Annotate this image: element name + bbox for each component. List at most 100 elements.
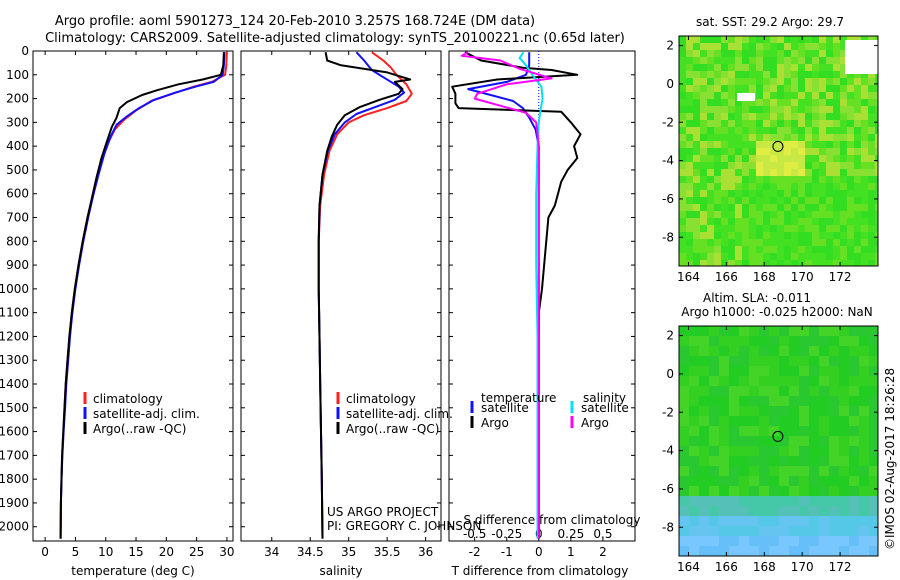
sst-map-cell bbox=[770, 162, 778, 170]
sst-map-cell bbox=[721, 260, 729, 266]
sst-map-cell bbox=[805, 141, 813, 149]
sla-map-cell bbox=[709, 366, 720, 377]
sla-map-cell bbox=[819, 436, 830, 447]
sst-map-ytick-label: -8 bbox=[662, 230, 674, 244]
sst-map-cell bbox=[826, 78, 834, 86]
sla-map-cell bbox=[809, 436, 820, 447]
sst-map-cell bbox=[847, 106, 855, 114]
sst-map-ytick-label: 0 bbox=[666, 77, 674, 91]
sst-map-cell bbox=[784, 64, 792, 72]
sst-map-cell bbox=[749, 64, 757, 72]
sla-map-cell bbox=[859, 426, 870, 437]
sst-map-cell bbox=[749, 232, 757, 240]
sla-map-cell bbox=[759, 486, 770, 497]
sst-map-cell bbox=[763, 246, 771, 254]
sst-map-cell bbox=[756, 225, 764, 233]
sst-map-cell bbox=[756, 169, 764, 177]
sla-map-cell bbox=[849, 366, 860, 377]
sst-map-cell bbox=[847, 155, 855, 163]
sst-map-cell bbox=[875, 260, 878, 266]
sla-map-cell bbox=[759, 366, 770, 377]
sst-map-cell bbox=[714, 169, 722, 177]
sst-map-cell bbox=[833, 50, 841, 58]
sst-map-cell bbox=[763, 162, 771, 170]
sla-map-cell bbox=[729, 336, 740, 347]
sst-map-cell bbox=[749, 211, 757, 219]
sla-map-cell bbox=[759, 326, 770, 337]
sla-map-cell bbox=[789, 396, 800, 407]
sst-map-cell bbox=[763, 190, 771, 198]
sla-map-cell bbox=[799, 506, 810, 517]
sst-map-cell bbox=[749, 204, 757, 212]
sst-map-cell bbox=[798, 204, 806, 212]
sla-map-cell bbox=[699, 386, 710, 397]
sst-map-cell bbox=[784, 204, 792, 212]
sla-map-xtick-label: 164 bbox=[677, 560, 700, 574]
sst-map-cell bbox=[735, 253, 743, 261]
sst-map-cell bbox=[840, 99, 848, 107]
sst-map-cell bbox=[735, 71, 743, 79]
sst-map-cell bbox=[798, 78, 806, 86]
sst-map-cell bbox=[749, 141, 757, 149]
sst-map-cell bbox=[784, 71, 792, 79]
sla-map-cell bbox=[809, 366, 820, 377]
sla-map-cell bbox=[679, 356, 690, 367]
sst-map-cell bbox=[714, 232, 722, 240]
sst-map-cell bbox=[735, 120, 743, 128]
sla-map-cell bbox=[869, 346, 878, 357]
temperature-ytick-label: 1600 bbox=[0, 425, 29, 439]
sla-map-cell bbox=[709, 476, 720, 487]
sst-map-cell bbox=[798, 155, 806, 163]
salinity-xtick-label: 36 bbox=[418, 545, 433, 559]
sla-map-cell bbox=[679, 496, 690, 507]
sla-map-cell bbox=[789, 476, 800, 487]
sst-map-cell bbox=[714, 190, 722, 198]
sst-map-cell bbox=[714, 92, 722, 100]
sst-map-cell bbox=[798, 120, 806, 128]
sla-map-cell bbox=[719, 476, 730, 487]
sla-map-cell bbox=[869, 496, 878, 507]
sst-map-cell bbox=[679, 176, 687, 184]
sst-map-cell bbox=[868, 36, 876, 44]
sst-map-cell bbox=[763, 225, 771, 233]
sla-map-cell bbox=[849, 446, 860, 457]
sst-map-cell bbox=[693, 197, 701, 205]
sst-map-cell bbox=[875, 204, 878, 212]
diff-xtick-label: 1 bbox=[567, 545, 575, 559]
sst-map-cell bbox=[742, 204, 750, 212]
sst-map-cell bbox=[868, 169, 876, 177]
sst-map-cell bbox=[707, 92, 715, 100]
sst-map-cell bbox=[749, 134, 757, 142]
sst-map-cell bbox=[707, 155, 715, 163]
sst-map-cell bbox=[784, 155, 792, 163]
sla-map-cell bbox=[789, 516, 800, 527]
sst-map-cell bbox=[735, 43, 743, 51]
sla-map-frame bbox=[678, 325, 879, 557]
sst-map-cell bbox=[679, 113, 687, 121]
sst-map-cell bbox=[847, 225, 855, 233]
sla-map-cell bbox=[699, 536, 710, 547]
sla-map-cell bbox=[789, 376, 800, 387]
sla-map-cell bbox=[699, 476, 710, 487]
sst-map-cell bbox=[735, 162, 743, 170]
sst-map-cell bbox=[777, 43, 785, 51]
sla-map-cell bbox=[789, 356, 800, 367]
sst-map-cell bbox=[833, 190, 841, 198]
sla-map-cell bbox=[729, 376, 740, 387]
sst-map-cell bbox=[700, 197, 708, 205]
sla-map-cell bbox=[849, 386, 860, 397]
sst-map-cell bbox=[714, 225, 722, 233]
diff-series-3 bbox=[460, 51, 553, 539]
sst-map-cell bbox=[700, 64, 708, 72]
sst-map-cell bbox=[784, 162, 792, 170]
sla-map-cell bbox=[739, 326, 750, 337]
sla-map-cell bbox=[859, 336, 870, 347]
sst-map-cell bbox=[819, 197, 827, 205]
sst-map-cell bbox=[693, 246, 701, 254]
sst-map-cell bbox=[805, 92, 813, 100]
sst-map-cell bbox=[756, 204, 764, 212]
sst-map-cell bbox=[833, 225, 841, 233]
sla-map-cell bbox=[739, 536, 750, 547]
sst-map-cell bbox=[861, 183, 869, 191]
sla-map-cell bbox=[829, 376, 840, 387]
